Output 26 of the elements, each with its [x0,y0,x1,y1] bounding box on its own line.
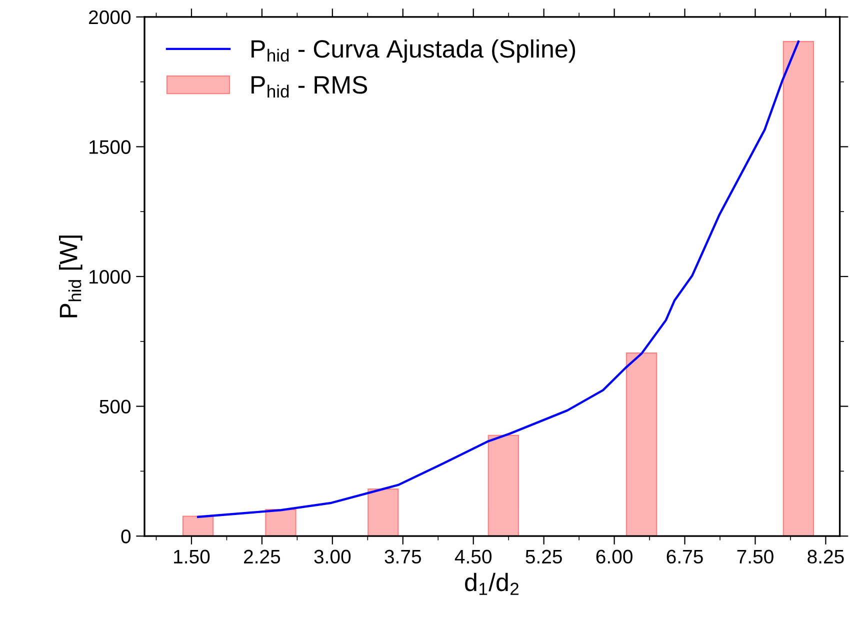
bar [368,488,399,536]
y-axis-title: P$_{hid}$ [W] [59,236,82,318]
x-axis-title: d$_{1}$/d$_{2}$ [465,572,518,595]
y-tick-label: 1000 [90,270,131,284]
y-tick-label: 500 [100,400,131,414]
legend-label: P$_{hid}$ - Curva Ajustada (Spline) [252,39,576,63]
x-tick-label: 5.25 [526,550,562,564]
y-tick-label: 1500 [90,140,131,154]
bar [182,516,214,536]
bar [782,41,814,536]
y-tick-label: 0 [121,530,131,544]
x-tick-label: 3.75 [384,550,421,564]
bar [626,352,658,536]
x-tick-label: 1.50 [174,550,210,564]
x-tick-label: 7.50 [737,550,774,564]
y-tick-label: 2000 [89,10,131,24]
line-series [196,40,800,518]
x-tick-label: 6.00 [596,550,632,564]
x-tick-label: 4.50 [454,550,492,564]
bar [265,509,296,536]
x-tick-label: 2.25 [244,550,280,564]
legend-label: P$_{hid}$ - RMS [252,76,368,98]
x-tick-label: 6.75 [666,550,703,564]
x-tick-label: 3.00 [314,550,351,564]
bar [488,434,520,536]
x-tick-label: 8.25 [808,550,844,564]
